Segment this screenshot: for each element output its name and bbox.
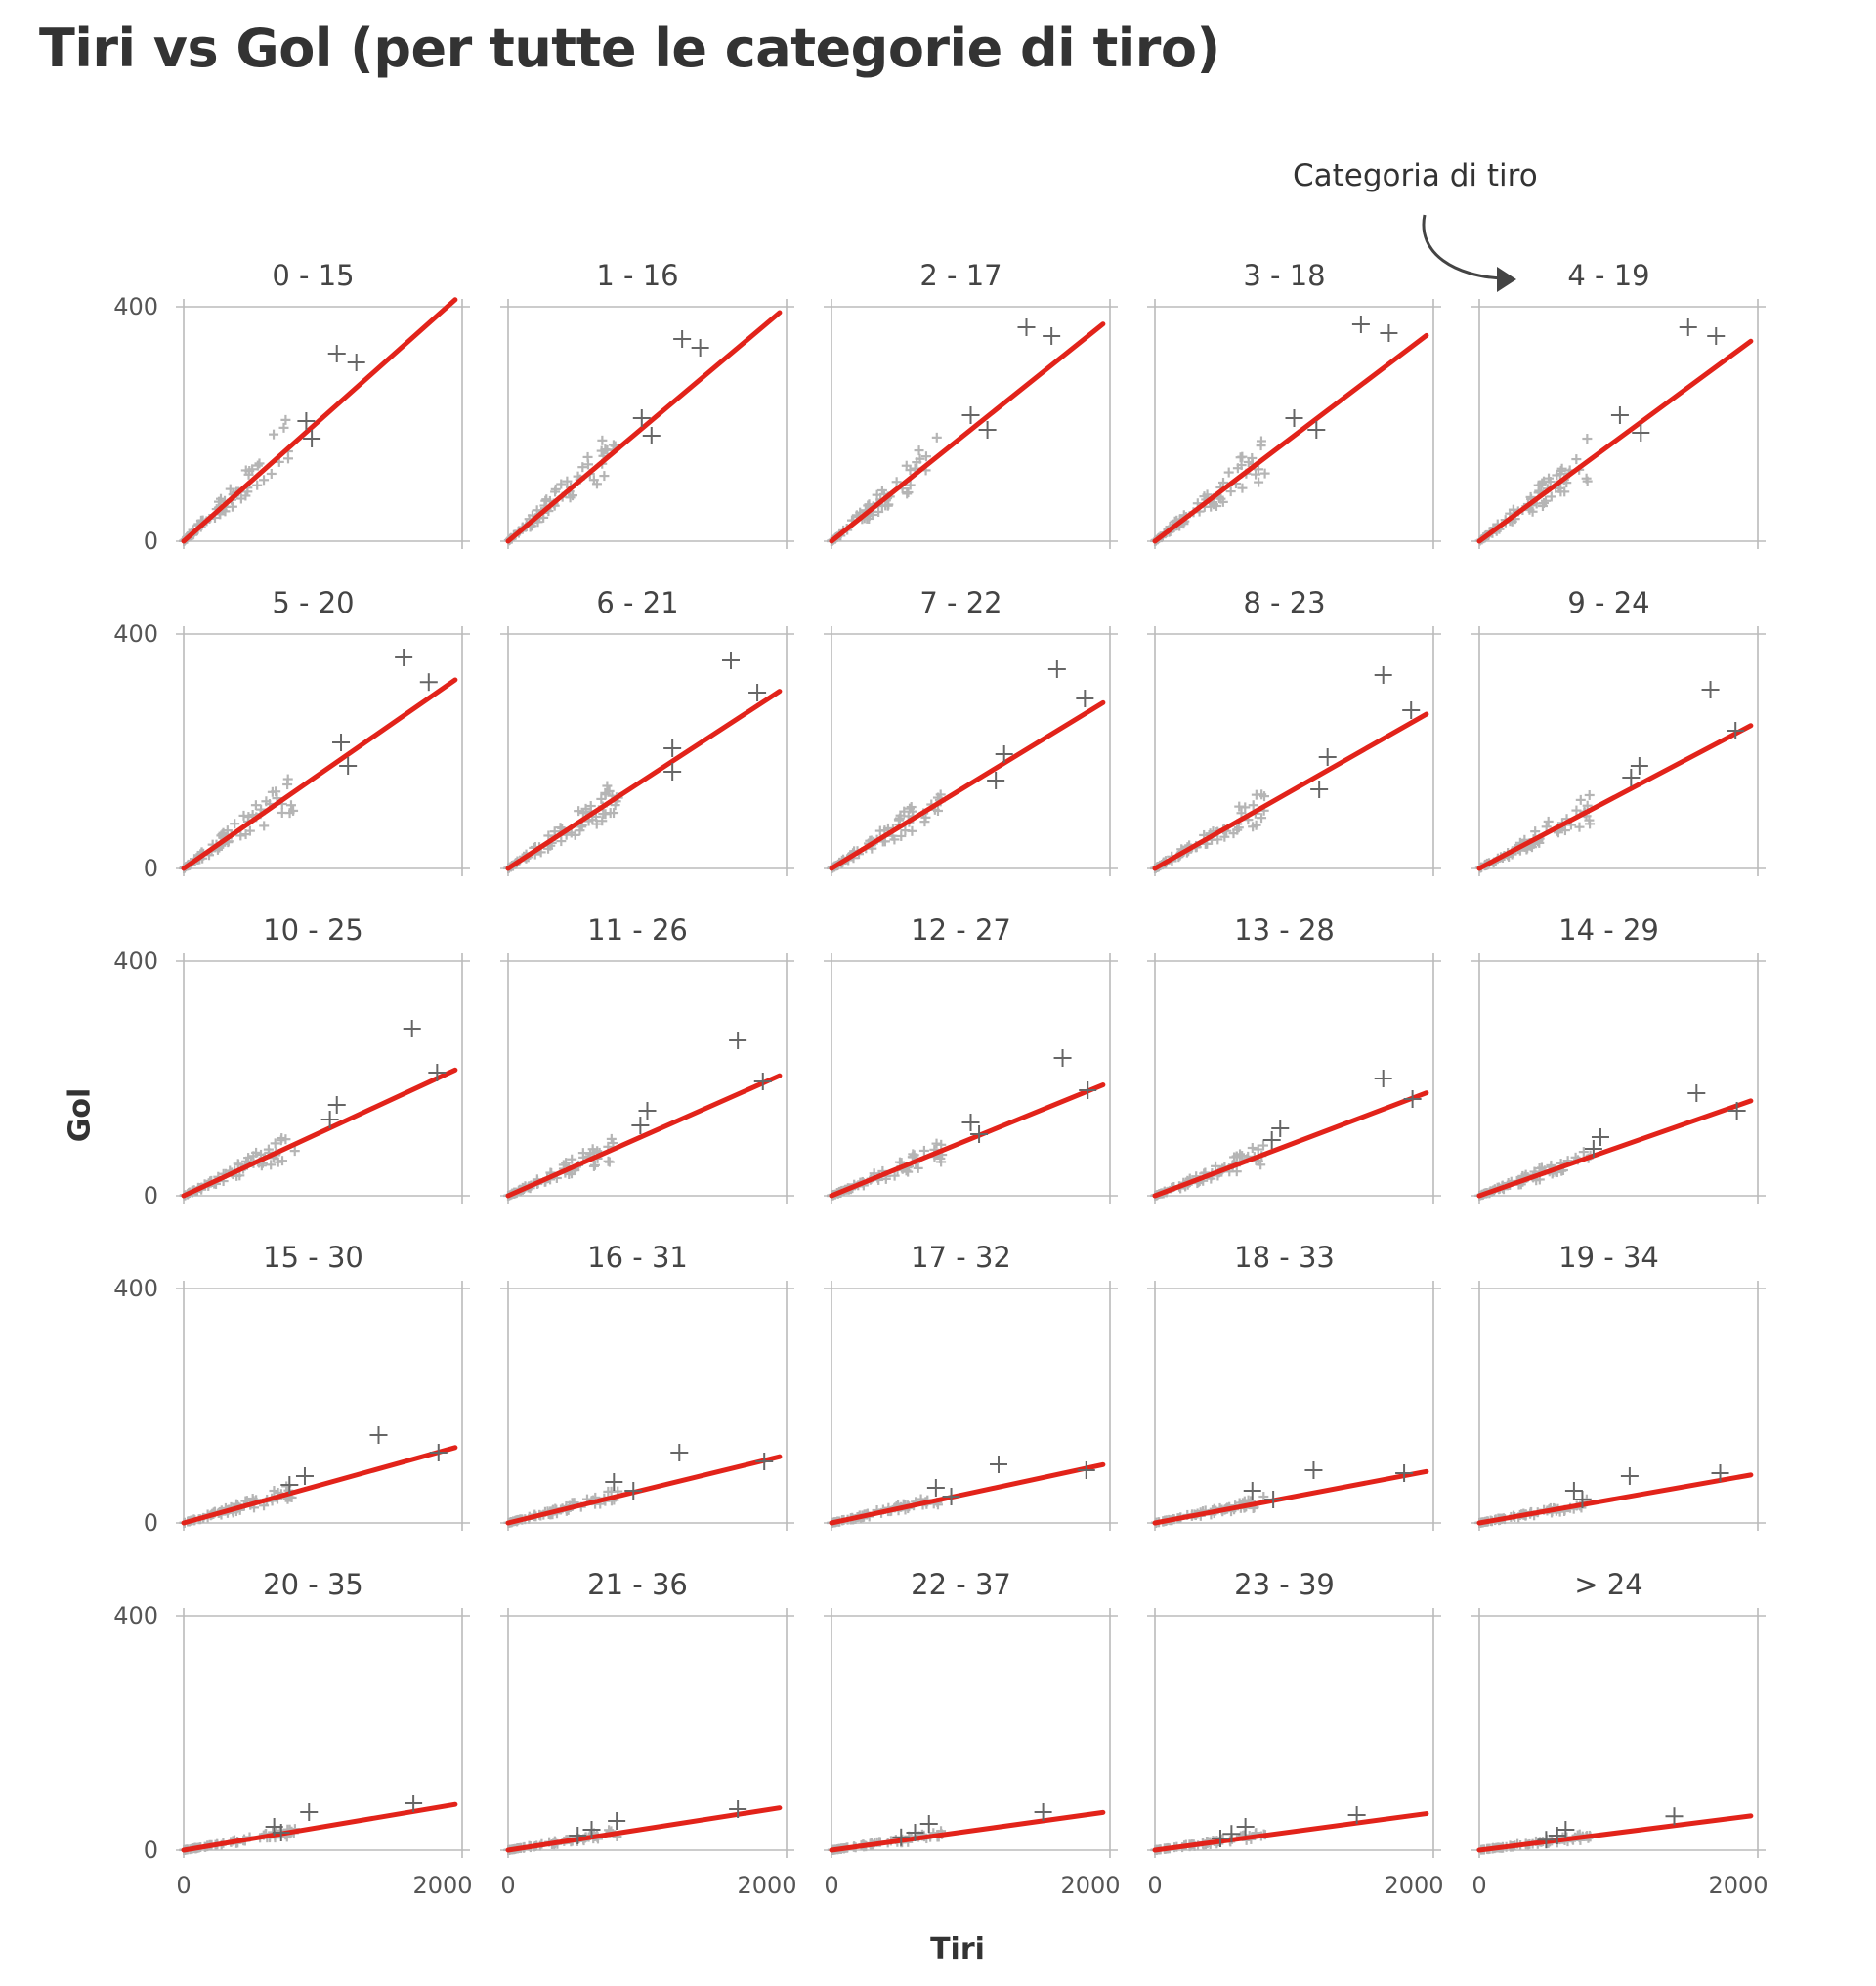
page-title: Tiri vs Gol (per tutte le categorie di t… xyxy=(39,18,1220,79)
y-tick-label: 400 xyxy=(113,1602,158,1629)
x-tick-label: 2000 xyxy=(1060,1872,1120,1899)
regression-line xyxy=(1476,723,1754,871)
y-tick-label: 0 xyxy=(144,855,158,882)
facet-title: 12 - 27 xyxy=(911,913,1011,947)
facet-title: 23 - 39 xyxy=(1234,1568,1335,1601)
x-axis-label: Tiri xyxy=(930,1932,985,1966)
facet-title: 5 - 20 xyxy=(272,586,354,619)
facet-title: 15 - 30 xyxy=(263,1241,363,1274)
regression-line xyxy=(1152,1811,1429,1853)
facet-title: 1 - 16 xyxy=(596,259,678,292)
regression-line xyxy=(1152,1090,1429,1199)
regression-line xyxy=(829,321,1106,544)
facet-title: 7 - 22 xyxy=(919,586,1002,619)
x-tick-label: 0 xyxy=(500,1872,515,1899)
y-tick-label: 0 xyxy=(144,1837,158,1864)
x-tick-label: 2000 xyxy=(1708,1872,1768,1899)
facet-title: > 24 xyxy=(1574,1568,1642,1601)
x-tick-label: 0 xyxy=(824,1872,838,1899)
facet-title: 17 - 32 xyxy=(911,1241,1011,1274)
y-tick-label: 0 xyxy=(144,1182,158,1209)
facet-title: 19 - 34 xyxy=(1558,1241,1659,1274)
x-tick-label: 2000 xyxy=(737,1872,796,1899)
facet-title: 20 - 35 xyxy=(263,1568,363,1601)
y-tick-label: 400 xyxy=(113,620,158,648)
regression-line xyxy=(505,1073,783,1199)
facet-title: 22 - 37 xyxy=(911,1568,1011,1601)
facet-title: 13 - 28 xyxy=(1234,913,1335,947)
regression-line xyxy=(829,1461,1106,1526)
regression-line xyxy=(1476,1813,1754,1853)
x-tick-label: 0 xyxy=(1471,1872,1486,1899)
facet-title: 0 - 15 xyxy=(272,259,354,292)
facet-title: 21 - 36 xyxy=(587,1568,688,1601)
regression-line xyxy=(829,699,1106,871)
regression-line xyxy=(181,677,458,871)
regression-line xyxy=(181,1801,458,1853)
facet-title: 9 - 24 xyxy=(1567,586,1649,619)
regression-line xyxy=(1152,1468,1429,1526)
regression-line xyxy=(181,297,458,544)
y-tick-label: 400 xyxy=(113,293,158,320)
regression-line xyxy=(505,310,783,544)
facet-title: 14 - 29 xyxy=(1558,913,1659,947)
facet-title: 2 - 17 xyxy=(919,259,1002,292)
x-tick-label: 0 xyxy=(176,1872,191,1899)
regression-line xyxy=(181,1067,458,1199)
regression-line xyxy=(1152,332,1429,544)
regression-line xyxy=(505,1805,783,1853)
regression-line xyxy=(1152,711,1429,871)
category-annotation: Categoria di tiro xyxy=(1293,158,1538,193)
y-tick-label: 400 xyxy=(113,948,158,975)
regression-line xyxy=(829,1809,1106,1853)
regression-line xyxy=(505,689,783,871)
facet-title: 18 - 33 xyxy=(1234,1241,1335,1274)
y-tick-label: 0 xyxy=(144,528,158,555)
regression-line xyxy=(1476,1472,1754,1526)
x-tick-label: 2000 xyxy=(412,1872,472,1899)
facet-title: 8 - 23 xyxy=(1243,586,1325,619)
x-tick-label: 2000 xyxy=(1384,1872,1443,1899)
facet-title: 11 - 26 xyxy=(587,913,688,947)
facet-title: 6 - 21 xyxy=(596,586,678,619)
facet-title: 4 - 19 xyxy=(1567,259,1649,292)
x-tick-label: 0 xyxy=(1147,1872,1162,1899)
annotation-arrow-icon xyxy=(1422,214,1516,292)
facet-title: 10 - 25 xyxy=(263,913,363,947)
y-tick-label: 400 xyxy=(113,1275,158,1302)
facet-title: 3 - 18 xyxy=(1243,259,1325,292)
facet-title: 16 - 31 xyxy=(587,1241,688,1274)
regression-line xyxy=(1476,1098,1754,1199)
regression-line xyxy=(829,1082,1106,1199)
y-tick-label: 0 xyxy=(144,1509,158,1537)
regression-line xyxy=(505,1454,783,1526)
regression-line xyxy=(181,1445,458,1526)
regression-line xyxy=(1476,338,1754,544)
